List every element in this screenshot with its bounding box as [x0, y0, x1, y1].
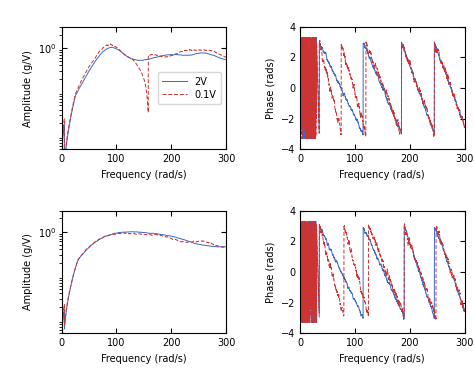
- X-axis label: Frequency (rad/s): Frequency (rad/s): [339, 170, 425, 180]
- Line: 2V: 2V: [62, 47, 226, 165]
- 0.1V: [135, 64, 140, 68]
- 2V: [219, 56, 224, 61]
- X-axis label: Frequency (rad/s): Frequency (rad/s): [339, 354, 425, 363]
- 2V: [219, 56, 224, 61]
- Line: 0.1V: 0.1V: [62, 44, 226, 160]
- 2V: [223, 57, 229, 62]
- 0.1V: [67, 116, 73, 120]
- 0.1V: [223, 55, 229, 59]
- X-axis label: Frequency (rad/s): Frequency (rad/s): [101, 170, 187, 180]
- 0.1V: [219, 53, 224, 57]
- 2V: [67, 117, 73, 122]
- Y-axis label: Phase (rads): Phase (rads): [265, 241, 275, 303]
- 2V: [135, 58, 140, 62]
- 2V: [139, 58, 145, 62]
- Legend: 2V, 0.1V: 2V, 0.1V: [157, 72, 221, 105]
- 2V: [59, 149, 65, 154]
- 2V: [189, 53, 194, 57]
- 2V: [109, 45, 115, 49]
- 0.1V: [62, 157, 67, 162]
- X-axis label: Frequency (rad/s): Frequency (rad/s): [101, 354, 187, 363]
- 0.1V: [139, 71, 145, 76]
- Y-axis label: Amplitude (g/V): Amplitude (g/V): [23, 50, 33, 126]
- 2V: [62, 163, 67, 167]
- 0.1V: [189, 48, 194, 52]
- 0.1V: [59, 144, 65, 148]
- Y-axis label: Amplitude (g/V): Amplitude (g/V): [23, 234, 33, 310]
- 0.1V: [107, 42, 113, 46]
- Y-axis label: Phase (rads): Phase (rads): [265, 57, 275, 119]
- 0.1V: [219, 53, 224, 57]
